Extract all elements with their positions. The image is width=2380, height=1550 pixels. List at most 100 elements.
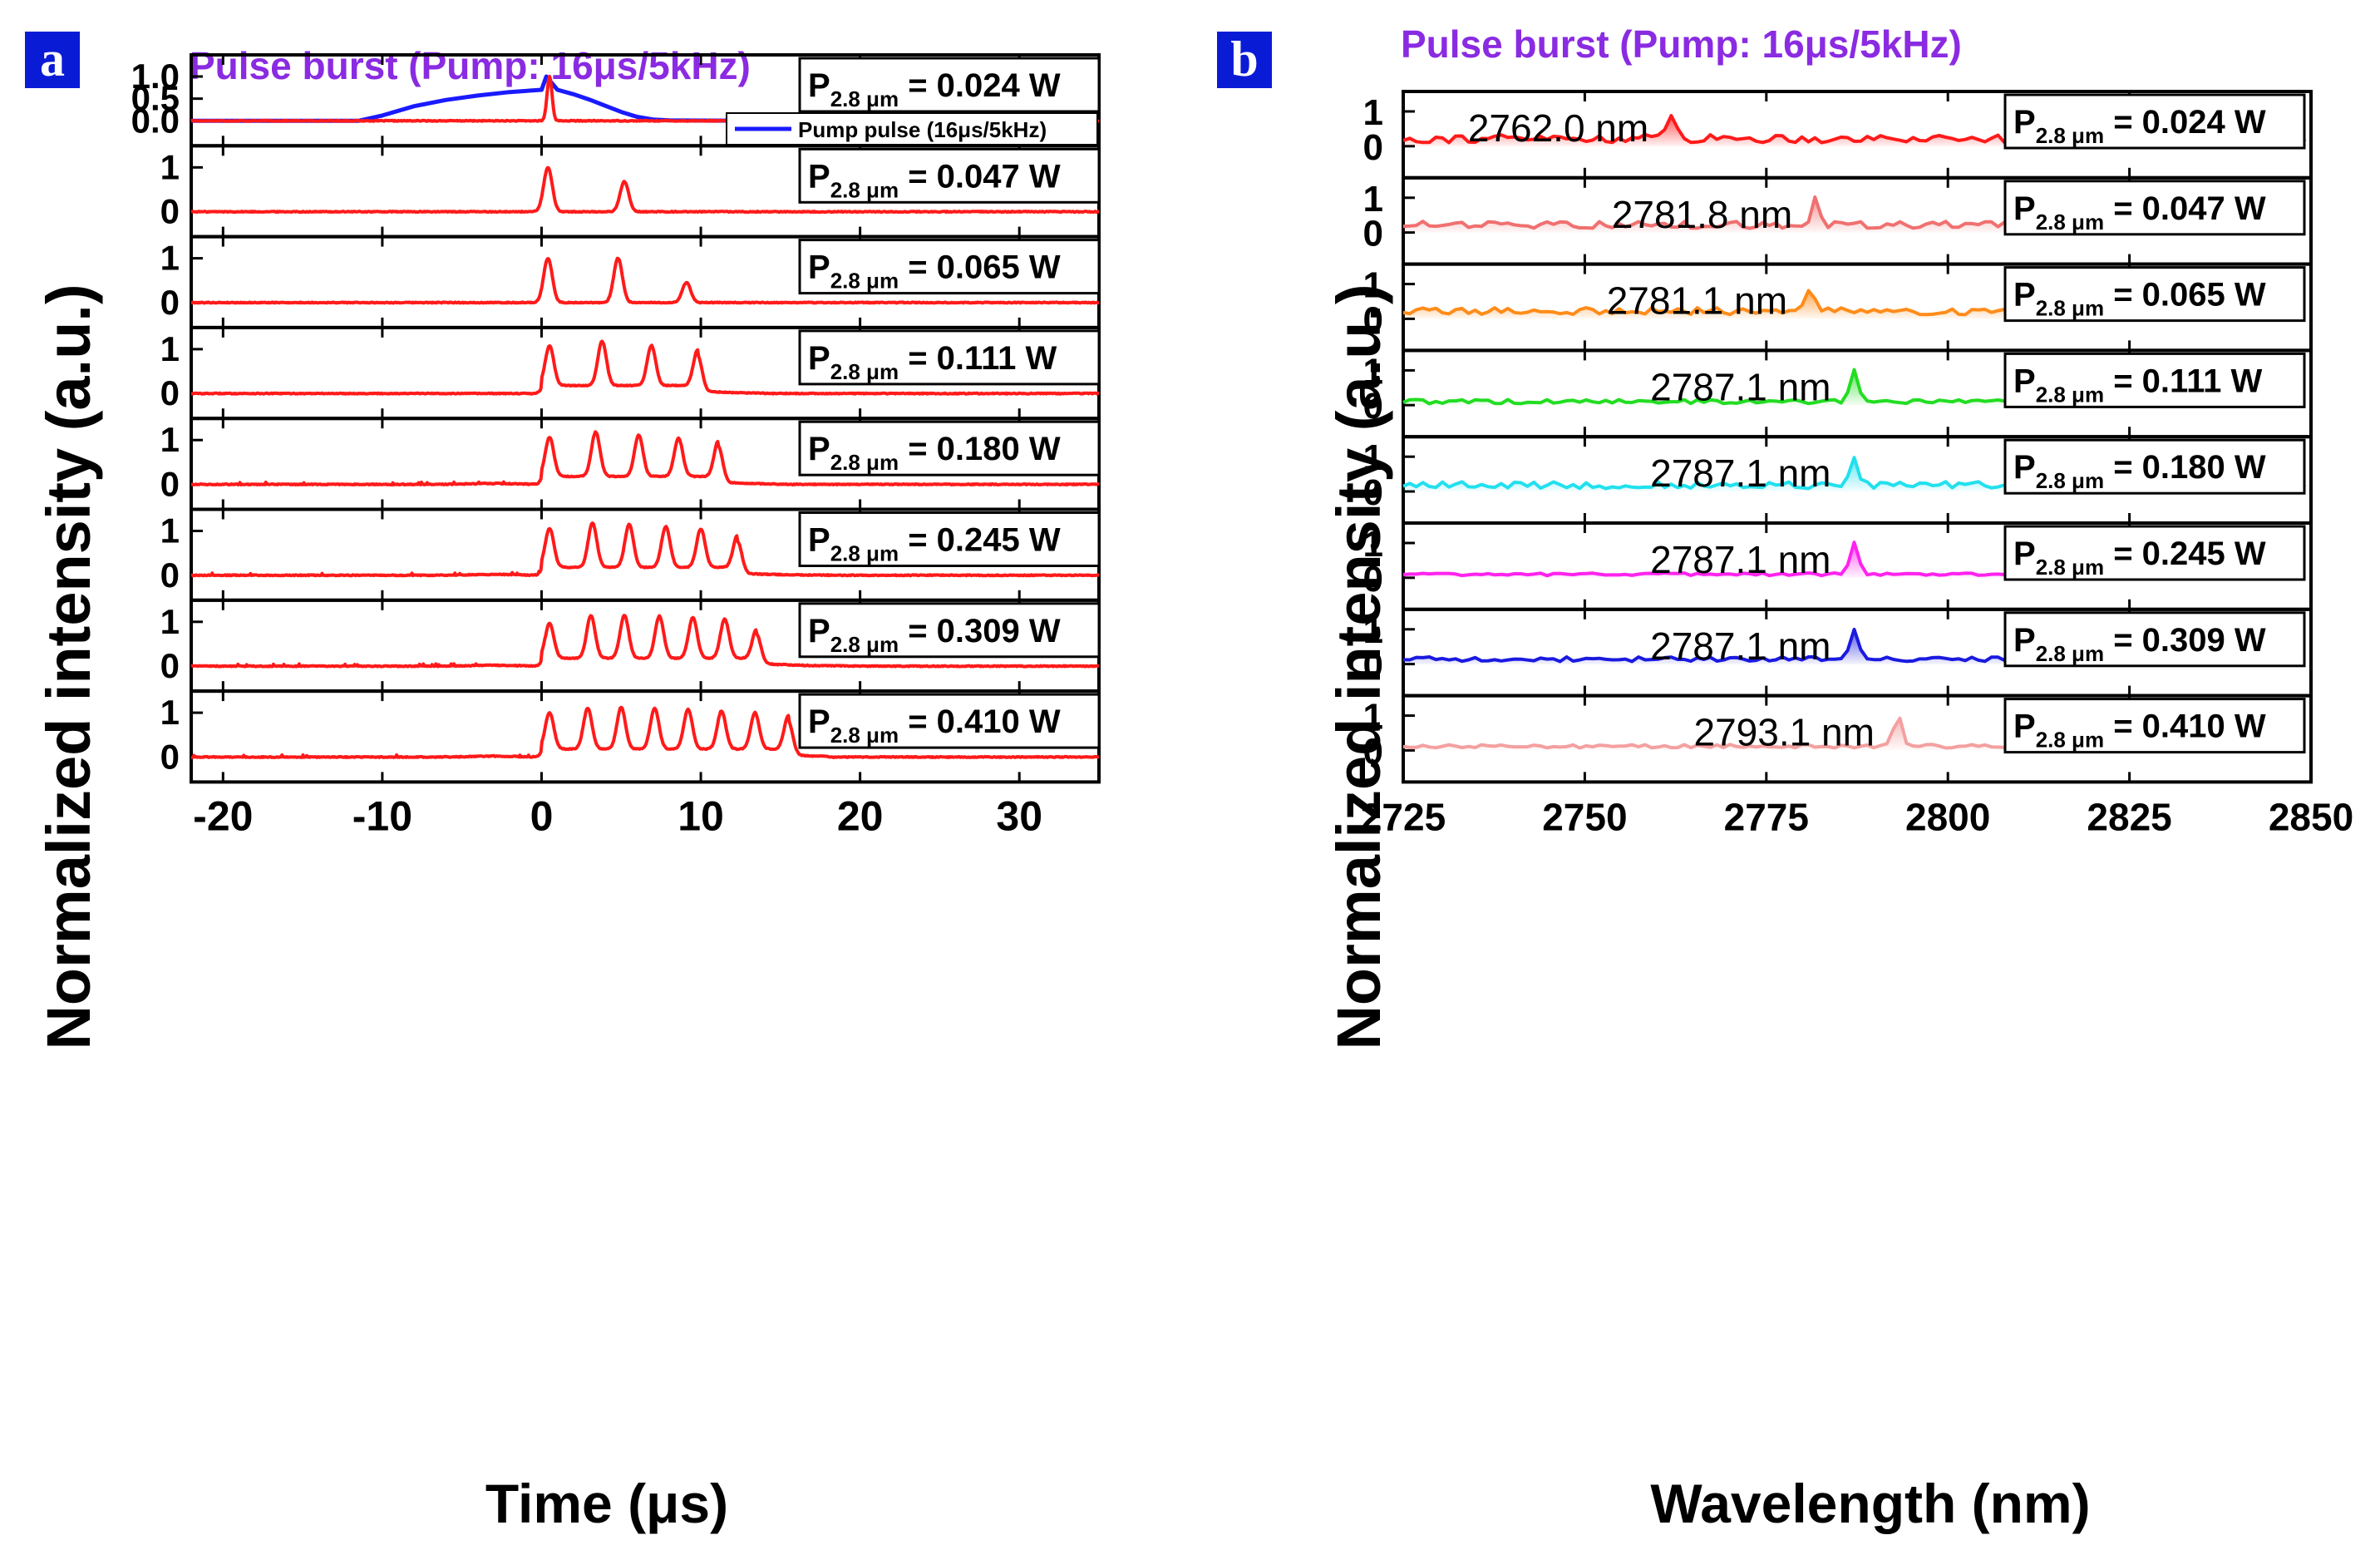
panel-b-6-power-label: P2.8 μm = 0.245 W: [2003, 525, 2306, 581]
panel-b-5-power-box: [2003, 438, 2306, 495]
panel-b-ytick-label: 0: [1363, 645, 1383, 686]
panel-a-4-power-symbol: P: [808, 340, 830, 377]
panel-b-3-power-symbol: P: [2013, 277, 2036, 313]
panel-a-8-power-symbol: P: [808, 703, 830, 740]
panel-a-1-power-subscript: 2.8 μm: [830, 86, 899, 111]
panel-b-8-power-symbol: P: [2013, 708, 2036, 745]
panel-b-tag: b: [1217, 32, 1272, 88]
pump-legend-label: Pump pulse (16μs/5kHz): [798, 117, 1047, 142]
panel-a-2-power-value: = 0.047 W: [899, 158, 1061, 195]
panel-a-xtick-label: 10: [678, 792, 724, 839]
panel-a-title: Pulse burst (Pump: 16μs/5kHz): [190, 44, 751, 87]
panel-b-area-5: [1403, 457, 2305, 491]
panel-a-2-power-subscript: 2.8 μm: [830, 177, 899, 202]
panel-a-3-power-value: = 0.065 W: [899, 249, 1061, 286]
panel-b-4-power-box: [2003, 352, 2306, 408]
panel-b-ytick-label: 0: [1363, 386, 1383, 427]
panel-a-3-power-subscript: 2.8 μm: [830, 269, 899, 294]
panel-b-peak-annotation: 2787.1 nm: [1650, 452, 1831, 495]
panel-b-ytick-label: 0: [1363, 214, 1383, 254]
panel-a-6-power-symbol: P: [808, 522, 830, 559]
panel-a-4-power-label: P2.8 μm = 0.111 W: [798, 329, 1101, 386]
panel-a-trace-5: [190, 430, 1101, 486]
panel-a-1-power-symbol: P: [808, 67, 830, 104]
panel-a-1-power-box: [798, 57, 1101, 113]
panel-b-4-power-subscript: 2.8 μm: [2036, 382, 2104, 407]
panel-b-8-power-text: P2.8 μm = 0.410 W: [2013, 708, 2266, 753]
panel-a-8-power-label: P2.8 μm = 0.410 W: [798, 693, 1101, 749]
panel-b-ytick-label: 0: [1363, 559, 1383, 600]
pump-legend: Pump pulse (16μs/5kHz): [726, 112, 1098, 146]
panel-a-ytick-label: 0.5: [131, 79, 180, 118]
panel-b-5-power-text: P2.8 μm = 0.180 W: [2013, 449, 2266, 493]
panel-b-xtick-label: 2775: [1724, 795, 1809, 838]
panel-a-8-power-box: [798, 693, 1101, 749]
panel-b-ytick-label: 0: [1363, 299, 1383, 340]
panel-b-8-power-value: = 0.410 W: [2104, 708, 2266, 745]
panel-a-7-power-subscript: 2.8 μm: [830, 632, 899, 657]
panel-b-6-power-subscript: 2.8 μm: [2036, 555, 2104, 580]
panel-b-2-power-box: [2003, 180, 2306, 236]
panel-b-frame-8: [1402, 694, 2313, 784]
panel-b-ytick-label: 0: [1363, 472, 1383, 513]
panel-a-ytick-label: 1: [160, 147, 180, 186]
panel-b-xtick-label: 2800: [1905, 795, 1990, 838]
panel-b-peak-annotation: 2787.1 nm: [1650, 538, 1831, 581]
panel-a-5-power-symbol: P: [808, 431, 830, 467]
panel-b-ytick-label: 0: [1363, 127, 1383, 168]
panel-b-5-power-subscript: 2.8 μm: [2036, 468, 2104, 493]
panel-b-ytick-label: 1: [1363, 524, 1383, 565]
panel-b-8-power-box: [2003, 698, 2306, 754]
panel-a-xtick-label: -10: [352, 792, 412, 839]
panel-b-2-power-text: P2.8 μm = 0.047 W: [2013, 190, 2266, 234]
panel-b-1-power-box: [2003, 93, 2306, 150]
panel-a-1-power-label: P2.8 μm = 0.024 W: [798, 57, 1101, 113]
panel-a-7-power-symbol: P: [808, 613, 830, 649]
panel-b-area-7: [1403, 629, 2305, 664]
panel-b-7-power-symbol: P: [2013, 622, 2036, 659]
panel-b-peak-annotation: 2793.1 nm: [1694, 711, 1875, 754]
panel-b-7-power-value: = 0.309 W: [2104, 622, 2266, 659]
panel-b-ytick-label: 1: [1363, 179, 1383, 220]
panel-b-7-power-label: P2.8 μm = 0.309 W: [2003, 611, 2306, 668]
panel-b-ytick-label: 1: [1363, 351, 1383, 392]
panel-b-7-power-subscript: 2.8 μm: [2036, 641, 2104, 666]
panel-a-3-power-text: P2.8 μm = 0.065 W: [808, 249, 1061, 294]
panel-b-xtick-label: 2750: [1542, 795, 1627, 838]
panel-a-4-power-subscript: 2.8 μm: [830, 359, 899, 384]
panel-a-7-power-text: P2.8 μm = 0.309 W: [808, 613, 1061, 657]
panel-b-peak-annotation: 2781.8 nm: [1612, 193, 1792, 236]
panel-a-trace-3: [190, 256, 1100, 305]
panel-a-trace-4: [190, 339, 1100, 396]
panel-a-7-power-box: [798, 602, 1101, 659]
panel-b-1-power-label: P2.8 μm = 0.024 W: [2003, 93, 2306, 150]
panel-a-ytick-label: 0: [160, 737, 180, 776]
panel-a-5-power-label: P2.8 μm = 0.180 W: [798, 420, 1101, 476]
panel-a-trace-7: [190, 614, 1100, 669]
panel-b-xtick-label: 2725: [1361, 795, 1446, 838]
panel-a-ytick-label: 1: [160, 329, 180, 368]
panel-b-7-power-box: [2003, 611, 2306, 668]
panel-a-6-power-box: [798, 511, 1101, 567]
panel-b-3-power-subscript: 2.8 μm: [2036, 296, 2104, 321]
panel-a-3-power-symbol: P: [808, 249, 830, 286]
panel-a-3-power-label: P2.8 μm = 0.065 W: [798, 239, 1101, 295]
panel-b-3-power-value: = 0.065 W: [2104, 277, 2266, 313]
panel-a-4-power-text: P2.8 μm = 0.111 W: [808, 340, 1057, 384]
panel-b-3-power-box: [2003, 266, 2306, 323]
panel-a-ytick-label: 1: [160, 511, 180, 550]
panel-a-ytick-label: 1: [160, 420, 180, 459]
panel-b-5-power-label: P2.8 μm = 0.180 W: [2003, 438, 2306, 495]
panel-a-ytick-label: 1: [160, 602, 180, 641]
panel-a-ytick-label: 0: [160, 283, 180, 322]
panel-a-3-power-box: [798, 239, 1101, 295]
panel-b-6-power-box: [2003, 525, 2306, 581]
panel-a-ytick-label: 1.0: [131, 57, 180, 96]
panel-b-4-power-value: = 0.111 W: [2104, 363, 2262, 399]
panel-b-title: Pulse burst (Pump: 16μs/5kHz): [1401, 22, 1962, 66]
panel-a-ytick-label: 0.0: [131, 101, 180, 140]
panel-a-ytick-label: 0: [160, 373, 180, 412]
panel-b-area-6: [1403, 542, 2305, 578]
panel-a-1-power-text: P2.8 μm = 0.024 W: [808, 67, 1061, 111]
